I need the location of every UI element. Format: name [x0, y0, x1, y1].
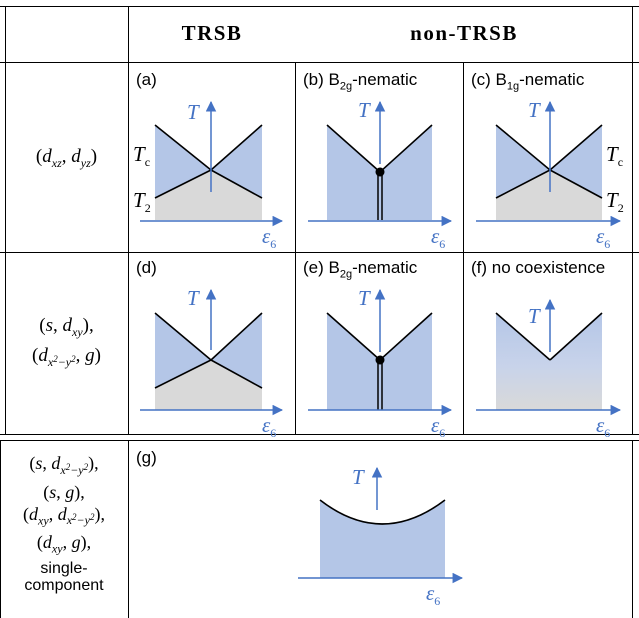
- t2-line: [210, 359, 263, 389]
- row-label-dxz-dyz: (dxz, dyz): [35, 146, 98, 170]
- grid-line: [128, 440, 129, 618]
- tc-line: [210, 312, 263, 361]
- grid-line: [632, 440, 633, 618]
- tc-line: [495, 312, 551, 361]
- tc-line: [210, 124, 263, 171]
- row-label-single-component: (s, dx2−y2), (s, g), (dxy, dx2−y2), (dxy…: [23, 453, 105, 594]
- grid-line: [0, 440, 1, 618]
- blue-region: [320, 500, 445, 578]
- grid-line: [463, 62, 464, 434]
- panel-f: T ε6: [476, 298, 622, 440]
- axis-label-t: T: [528, 304, 541, 328]
- tc-line: [326, 124, 381, 173]
- axis-label-epsilon: ε6: [596, 413, 610, 440]
- t2-line: [549, 169, 603, 199]
- caption-a: (a): [136, 70, 157, 89]
- single-component-text: single- component: [24, 559, 104, 594]
- row-label-s-dxy: (s, dxy), (dx2−y2, g): [32, 315, 101, 369]
- caption-f: (f) no coexistence: [471, 258, 606, 277]
- tc-line: [549, 312, 603, 361]
- axis-label-t: T: [187, 100, 200, 124]
- grid-line: [0, 6, 639, 7]
- header-trsb: TRSB: [181, 21, 243, 45]
- t2-line: [495, 169, 551, 199]
- tc-line: [379, 124, 433, 173]
- grid-line: [0, 440, 639, 441]
- tc-line: [379, 312, 433, 361]
- panel-g: T ε6: [298, 465, 464, 608]
- label-t2: T2: [606, 188, 624, 215]
- label-tc: Tc: [606, 142, 623, 169]
- critical-point: [375, 167, 385, 177]
- axis-label-t: T: [352, 465, 365, 489]
- t2-line: [210, 169, 263, 199]
- grid-line: [0, 62, 639, 63]
- caption-d: (d): [136, 258, 157, 277]
- panel-a: T ε6 Tc T2: [133, 100, 284, 251]
- critical-point: [375, 355, 385, 365]
- tc-line: [326, 312, 381, 361]
- axis-label-epsilon: ε6: [431, 224, 445, 251]
- grid-line: [5, 6, 6, 434]
- label-tc: Tc: [133, 142, 150, 169]
- axis-label-epsilon: ε6: [426, 581, 440, 608]
- panel-b: T ε6: [308, 98, 453, 251]
- t2-line: [154, 359, 212, 389]
- grid-line: [0, 252, 639, 253]
- tc-curve: [319, 499, 446, 525]
- caption-c: (c) B1g-nematic: [471, 70, 585, 93]
- axis-label-t: T: [358, 286, 371, 310]
- gray-region: [155, 170, 262, 220]
- axis-label-t: T: [528, 98, 541, 122]
- axis-label-epsilon: ε6: [596, 224, 610, 251]
- header-non-trsb: non-TRSB: [410, 21, 518, 45]
- axis-label-epsilon: ε6: [262, 224, 276, 251]
- tc-line: [154, 124, 212, 171]
- panel-d: T ε6: [140, 286, 284, 440]
- panel-e: T ε6: [308, 286, 453, 440]
- axis-label-t: T: [187, 286, 200, 310]
- panel-c: T ε6 Tc T2: [476, 98, 624, 251]
- axis-label-epsilon: ε6: [431, 413, 445, 440]
- axis-label-epsilon: ε6: [262, 413, 276, 440]
- grid-line: [632, 6, 633, 434]
- tc-line: [154, 312, 212, 361]
- axis-label-t: T: [358, 98, 371, 122]
- gray-region: [155, 360, 262, 410]
- label-t2: T2: [133, 188, 151, 215]
- caption-b: (b) B2g-nematic: [303, 70, 418, 93]
- grid-line: [295, 62, 296, 434]
- tc-line: [495, 124, 551, 171]
- grid-line: [0, 434, 639, 435]
- grid-line: [128, 6, 129, 434]
- t2-line: [154, 169, 212, 199]
- gray-region: [496, 170, 602, 220]
- caption-e: (e) B2g-nematic: [303, 258, 418, 281]
- caption-g: (g): [136, 448, 157, 467]
- tc-line: [549, 124, 603, 171]
